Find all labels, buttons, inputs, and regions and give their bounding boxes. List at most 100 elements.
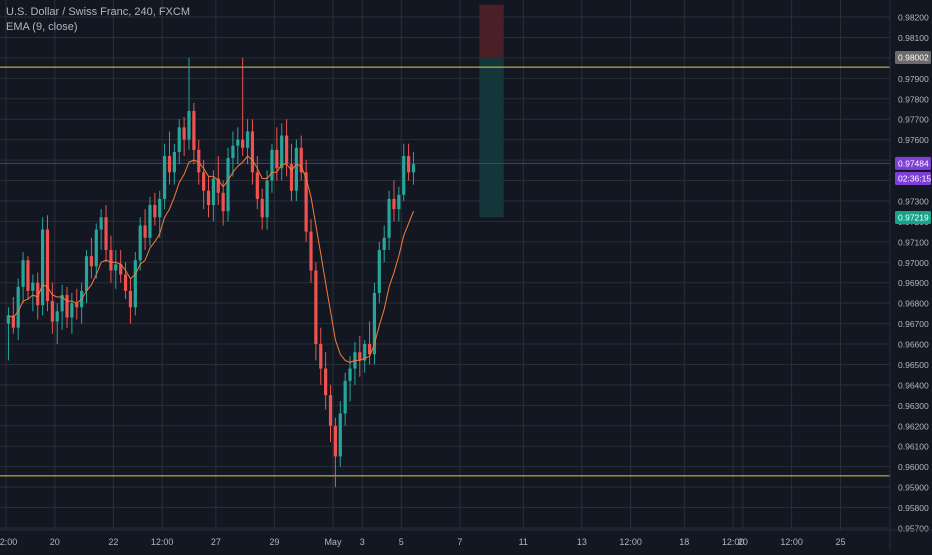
candle-body: [216, 178, 220, 193]
candle[interactable]: [172, 143, 176, 185]
candle[interactable]: [270, 143, 274, 193]
candle[interactable]: [167, 131, 172, 185]
x-tick-label: 13: [577, 537, 587, 547]
candle[interactable]: [187, 57, 191, 150]
candle[interactable]: [148, 196, 152, 246]
candle[interactable]: [138, 217, 142, 271]
candle[interactable]: [94, 223, 98, 279]
candle[interactable]: [89, 237, 93, 279]
candle[interactable]: [377, 241, 381, 304]
candle[interactable]: [31, 274, 35, 312]
candle[interactable]: [84, 250, 89, 304]
candle[interactable]: [402, 143, 406, 201]
candle[interactable]: [206, 176, 211, 218]
candle-body: [397, 194, 401, 210]
candle[interactable]: [250, 119, 255, 185]
price-badge-label: 0.97484: [898, 159, 929, 169]
candle[interactable]: [128, 278, 133, 324]
candle[interactable]: [123, 262, 128, 300]
candle[interactable]: [133, 252, 137, 316]
candle[interactable]: [289, 143, 294, 201]
indicator-label[interactable]: EMA (9, close): [6, 21, 78, 33]
candle[interactable]: [397, 186, 401, 222]
candle[interactable]: [231, 131, 235, 177]
candle[interactable]: [192, 102, 196, 165]
candle[interactable]: [55, 303, 59, 345]
candle[interactable]: [255, 155, 259, 210]
candle-body: [167, 155, 172, 173]
ema-line: [8, 155, 414, 363]
candle[interactable]: [319, 327, 323, 385]
candle[interactable]: [158, 190, 162, 238]
candle[interactable]: [211, 170, 215, 222]
candle[interactable]: [114, 250, 118, 289]
candle[interactable]: [363, 339, 367, 373]
candle-body: [138, 225, 142, 261]
candle[interactable]: [324, 352, 328, 410]
candle[interactable]: [65, 286, 69, 328]
candle[interactable]: [280, 123, 284, 181]
candle[interactable]: [309, 219, 313, 283]
take-profit-zone[interactable]: [479, 57, 504, 218]
candle[interactable]: [221, 180, 225, 226]
candle[interactable]: [333, 417, 337, 488]
candle[interactable]: [70, 292, 74, 334]
candle[interactable]: [328, 384, 333, 443]
candles[interactable]: [6, 57, 416, 488]
symbol-title[interactable]: U.S. Dollar / Swiss Franc, 240, FXCM: [6, 6, 190, 18]
horizontal-lines[interactable]: [0, 66, 890, 477]
candle[interactable]: [299, 135, 303, 181]
candle-body: [221, 192, 225, 212]
candle[interactable]: [26, 256, 30, 300]
candle-body: [377, 250, 381, 293]
candle[interactable]: [104, 205, 108, 263]
candle[interactable]: [411, 151, 416, 185]
candle[interactable]: [241, 57, 245, 156]
candle[interactable]: [109, 235, 113, 283]
candle[interactable]: [6, 307, 11, 361]
candle[interactable]: [16, 278, 20, 340]
candle[interactable]: [41, 217, 45, 316]
candle[interactable]: [11, 297, 15, 334]
candle[interactable]: [260, 188, 264, 230]
candle[interactable]: [372, 282, 377, 365]
candle[interactable]: [367, 321, 372, 365]
candle-body: [333, 425, 337, 457]
candle-body: [133, 260, 137, 308]
candle[interactable]: [50, 282, 54, 334]
candle[interactable]: [392, 180, 396, 222]
candle[interactable]: [182, 117, 186, 156]
candle[interactable]: [226, 147, 230, 222]
candle[interactable]: [265, 170, 269, 230]
candle[interactable]: [163, 143, 167, 210]
candle[interactable]: [60, 284, 64, 330]
candle[interactable]: [343, 372, 347, 426]
candle[interactable]: [99, 209, 103, 251]
candle[interactable]: [407, 143, 411, 181]
candle[interactable]: [304, 160, 308, 242]
candle[interactable]: [75, 288, 79, 320]
candle[interactable]: [358, 335, 362, 377]
candle[interactable]: [348, 356, 352, 402]
candle[interactable]: [153, 192, 157, 226]
candle[interactable]: [285, 119, 289, 177]
candle[interactable]: [387, 190, 391, 251]
candle[interactable]: [236, 127, 240, 165]
candle[interactable]: [119, 250, 123, 283]
candle[interactable]: [177, 119, 181, 165]
candle[interactable]: [21, 252, 25, 304]
candle[interactable]: [294, 139, 298, 201]
x-tick-label: 11: [519, 537, 528, 547]
candle[interactable]: [314, 262, 318, 361]
candle-body: [231, 145, 235, 159]
candle-body: [245, 131, 250, 148]
candle[interactable]: [45, 215, 50, 312]
candle[interactable]: [143, 209, 147, 251]
candle[interactable]: [338, 401, 342, 467]
candle[interactable]: [382, 225, 386, 263]
position-tool[interactable]: [479, 4, 504, 218]
stop-loss-zone[interactable]: [479, 4, 504, 58]
